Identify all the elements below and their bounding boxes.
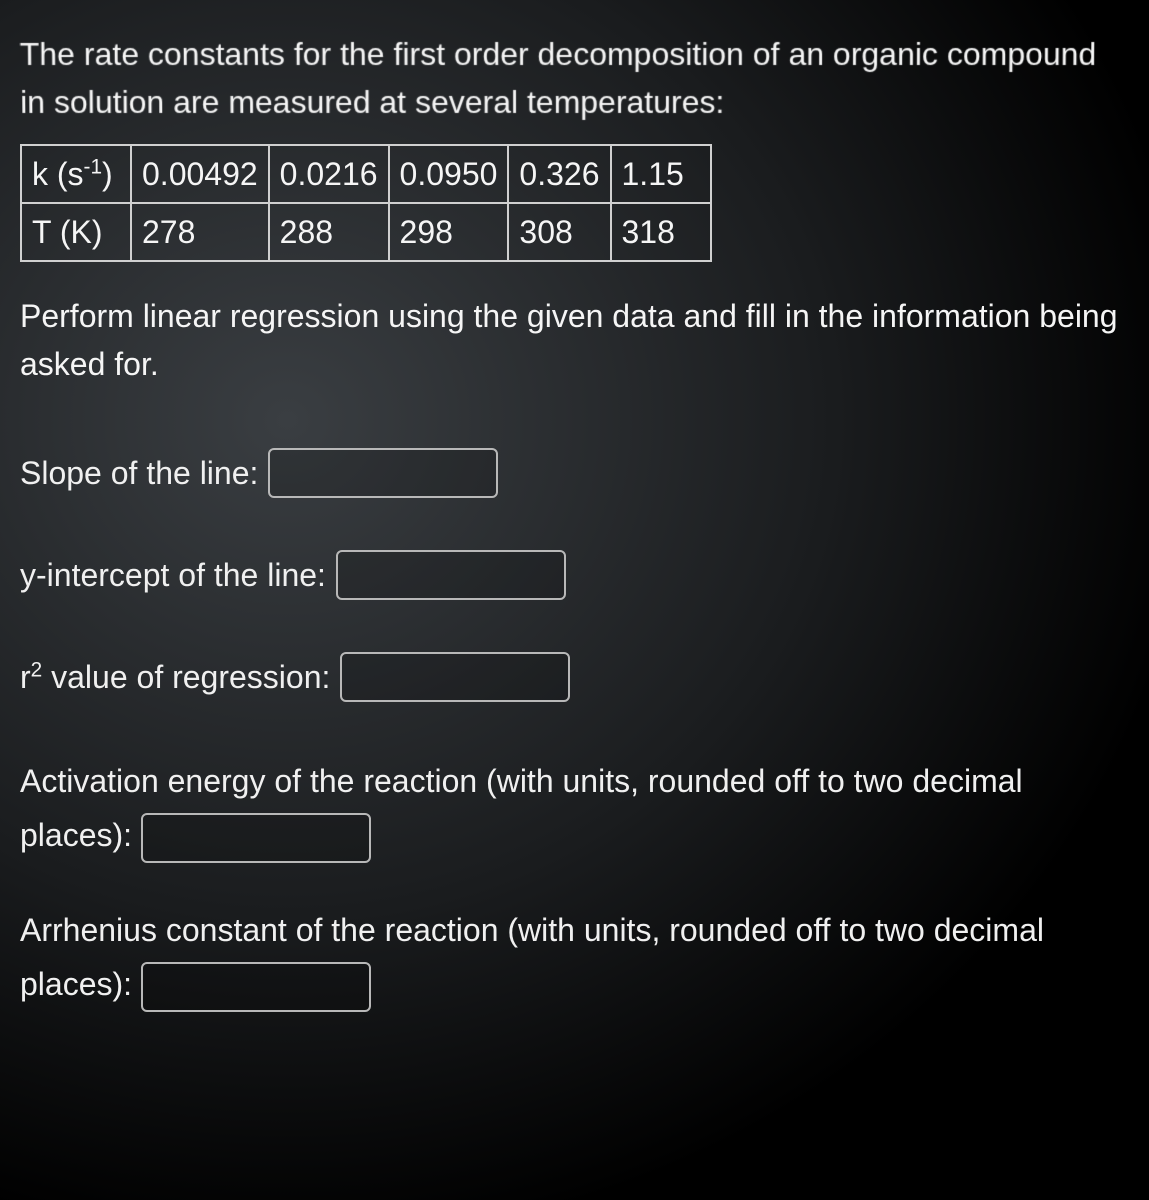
table-cell: 1.15	[611, 145, 711, 203]
activation-energy-row: Activation energy of the reaction (with …	[20, 754, 1129, 863]
yintercept-input[interactable]	[336, 550, 566, 600]
arrhenius-row: Arrhenius constant of the reaction (with…	[20, 903, 1129, 1012]
r2-label: r2 value of regression:	[20, 653, 330, 701]
table-cell: 0.0950	[389, 145, 509, 203]
yintercept-label: y-intercept of the line:	[20, 551, 326, 599]
data-table: k (s-1) 0.00492 0.0216 0.0950 0.326 1.15…	[20, 144, 712, 262]
slope-label: Slope of the line:	[20, 449, 258, 497]
arrhenius-input[interactable]	[141, 962, 371, 1012]
table-cell: 278	[131, 203, 269, 261]
table-cell: 288	[269, 203, 389, 261]
table-cell: 0.326	[508, 145, 610, 203]
intro-paragraph: The rate constants for the first order d…	[20, 30, 1130, 126]
yintercept-field-row: y-intercept of the line:	[20, 550, 1129, 600]
table-cell: 298	[389, 203, 509, 261]
slope-field-row: Slope of the line:	[20, 448, 1129, 498]
activation-energy-input[interactable]	[141, 813, 371, 863]
table-cell: 0.0216	[269, 145, 389, 203]
table-row: T (K) 278 288 298 308 318	[21, 203, 711, 261]
table-row: k (s-1) 0.00492 0.0216 0.0950 0.326 1.15	[21, 145, 711, 203]
table-cell: 308	[508, 203, 610, 261]
r2-field-row: r2 value of regression:	[20, 652, 1129, 702]
instruction-paragraph: Perform linear regression using the give…	[20, 292, 1129, 388]
slope-input[interactable]	[268, 448, 498, 498]
table-cell: 318	[611, 203, 711, 261]
r2-input[interactable]	[340, 652, 570, 702]
row-header-k: k (s-1)	[21, 145, 131, 203]
table-cell: 0.00492	[131, 145, 269, 203]
row-header-t: T (K)	[21, 203, 131, 261]
